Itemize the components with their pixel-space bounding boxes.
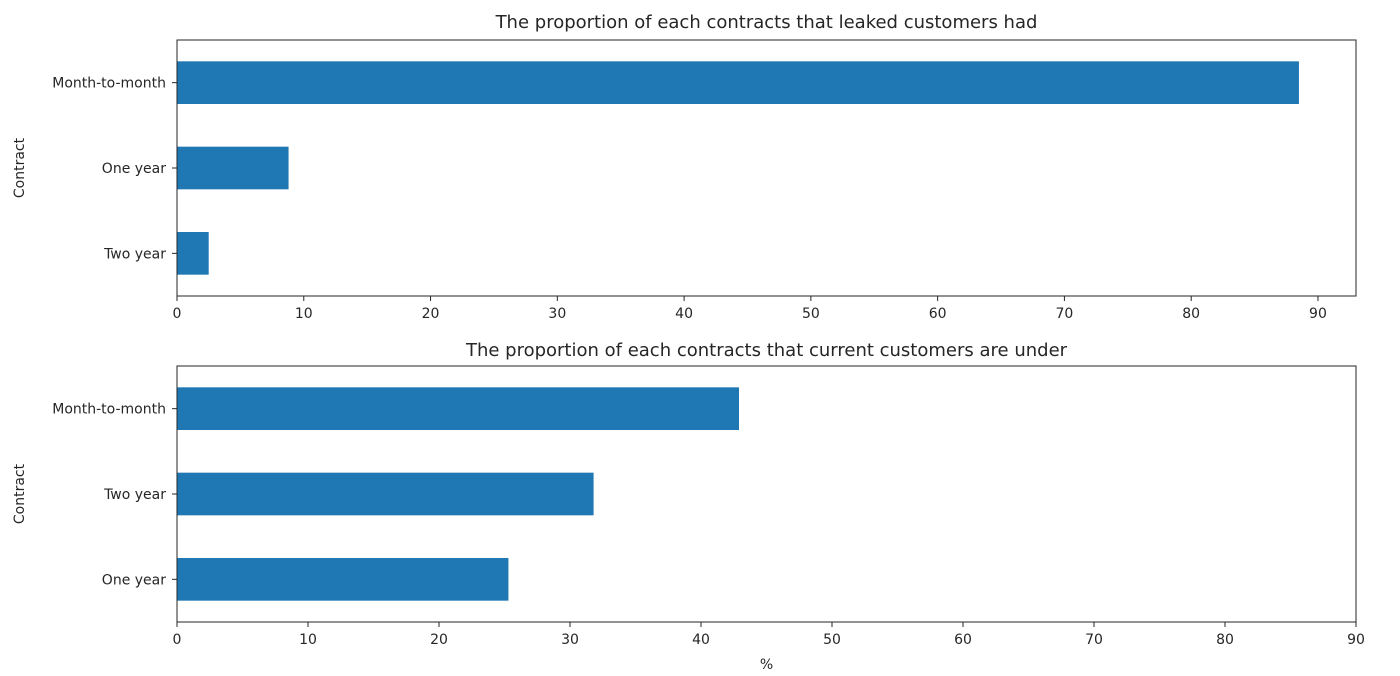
x-tick-label: 20 [422, 306, 440, 322]
axes-frame [176, 39, 1357, 297]
bar-month-to-month [177, 387, 739, 430]
x-tick-label: 0 [173, 306, 182, 322]
x-tick-label: 20 [430, 632, 448, 648]
x-tick-label: 30 [548, 306, 566, 322]
bar-month-to-month [177, 61, 1299, 104]
y-tick-label: One year [102, 161, 166, 177]
x-tick-label: 80 [1216, 632, 1234, 648]
y-axis-label: Contract [12, 463, 28, 524]
bar-two-year [177, 472, 594, 516]
x-tick-label: 70 [1056, 306, 1074, 322]
x-tick-label: 90 [1347, 632, 1365, 648]
x-tick-label: 80 [1182, 306, 1200, 322]
axes-frame [176, 365, 1357, 623]
x-tick-label: 40 [675, 306, 693, 322]
chart-current-customers: The proportion of each contracts that cu… [12, 340, 1365, 673]
x-tick-label: 10 [295, 306, 313, 322]
bar-two-year [177, 232, 209, 275]
chart-title: The proportion of each contracts that cu… [465, 340, 1068, 361]
y-tick-label: Two year [103, 246, 166, 262]
chart-leaked-customers: The proportion of each contracts that le… [12, 12, 1357, 322]
x-tick-label: 60 [929, 306, 947, 322]
x-tick-label: 0 [173, 632, 182, 648]
y-tick-label: Month-to-month [52, 402, 166, 418]
y-axis-label: Contract [12, 137, 28, 198]
bar-one-year [177, 558, 509, 601]
chart-title: The proportion of each contracts that le… [495, 12, 1038, 33]
x-tick-label: 90 [1309, 306, 1327, 322]
x-axis-label: % [760, 657, 773, 673]
y-tick-label: Month-to-month [52, 76, 166, 92]
x-tick-label: 60 [954, 632, 972, 648]
x-tick-label: 70 [1085, 632, 1103, 648]
bar-one-year [177, 146, 289, 190]
x-tick-label: 50 [802, 306, 820, 322]
y-tick-label: Two year [103, 487, 166, 503]
x-tick-label: 50 [823, 632, 841, 648]
x-tick-label: 10 [299, 632, 317, 648]
x-tick-label: 30 [561, 632, 579, 648]
x-tick-label: 40 [692, 632, 710, 648]
y-tick-label: One year [102, 572, 166, 588]
